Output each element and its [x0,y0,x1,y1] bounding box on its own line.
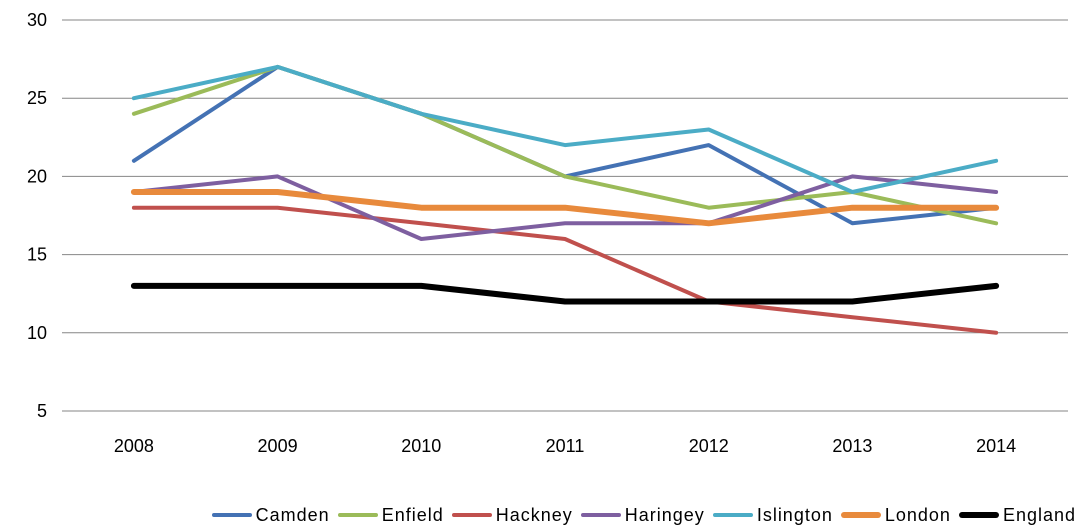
series-line-england [130,282,1000,305]
x-tick-label: 2014 [976,436,1016,456]
y-tick-label: 5 [37,401,47,421]
legend-label: Camden [255,504,330,525]
legend-label: England [1002,504,1076,525]
y-tick-label: 20 [27,166,47,186]
y-tick-label: 25 [27,88,47,108]
legend-swatch [840,512,881,518]
legend-swatch [211,513,252,517]
legend-swatch [580,513,621,517]
legend-label: London [884,504,951,525]
y-tick-label: 30 [27,10,47,30]
legend-item-haringey: Haringey [580,504,705,526]
legend-label: Enfield [381,504,444,525]
legend: Camden Enfield Hackney Haringey Islington Lon… [0,500,1082,530]
legend-label: Hackney [495,504,573,525]
legend-item-islington: Islington [712,504,833,526]
legend-swatch [712,513,753,517]
x-tick-label: 2011 [546,436,585,456]
series-line-london [130,189,1000,227]
legend-item-enfield: Enfield [337,504,444,526]
series-line-haringey [131,174,999,241]
y-tick-label: 15 [27,245,47,265]
series-line-islington [131,64,999,194]
y-tick-label: 10 [27,323,47,343]
legend-label: Islington [756,504,833,525]
legend-label: Haringey [624,504,705,525]
x-tick-label: 2012 [689,436,729,456]
legend-swatch [958,512,999,518]
legend-swatch [451,513,492,517]
legend-item-hackney: Hackney [451,504,573,526]
legend-item-england: England [958,504,1076,526]
x-tick-label: 2013 [832,436,872,456]
x-tick-label: 2009 [258,436,298,456]
legend-item-camden: Camden [211,504,330,526]
x-tick-label: 2010 [401,436,441,456]
legend-swatch [337,513,378,517]
legend-item-london: London [840,504,951,526]
x-tick-label: 2008 [114,436,154,456]
plot-area: 5 10 15 20 25 30 2008 2009 2010 2011 2012 2013 2014 [27,10,1068,456]
series-line-hackney [131,205,999,335]
